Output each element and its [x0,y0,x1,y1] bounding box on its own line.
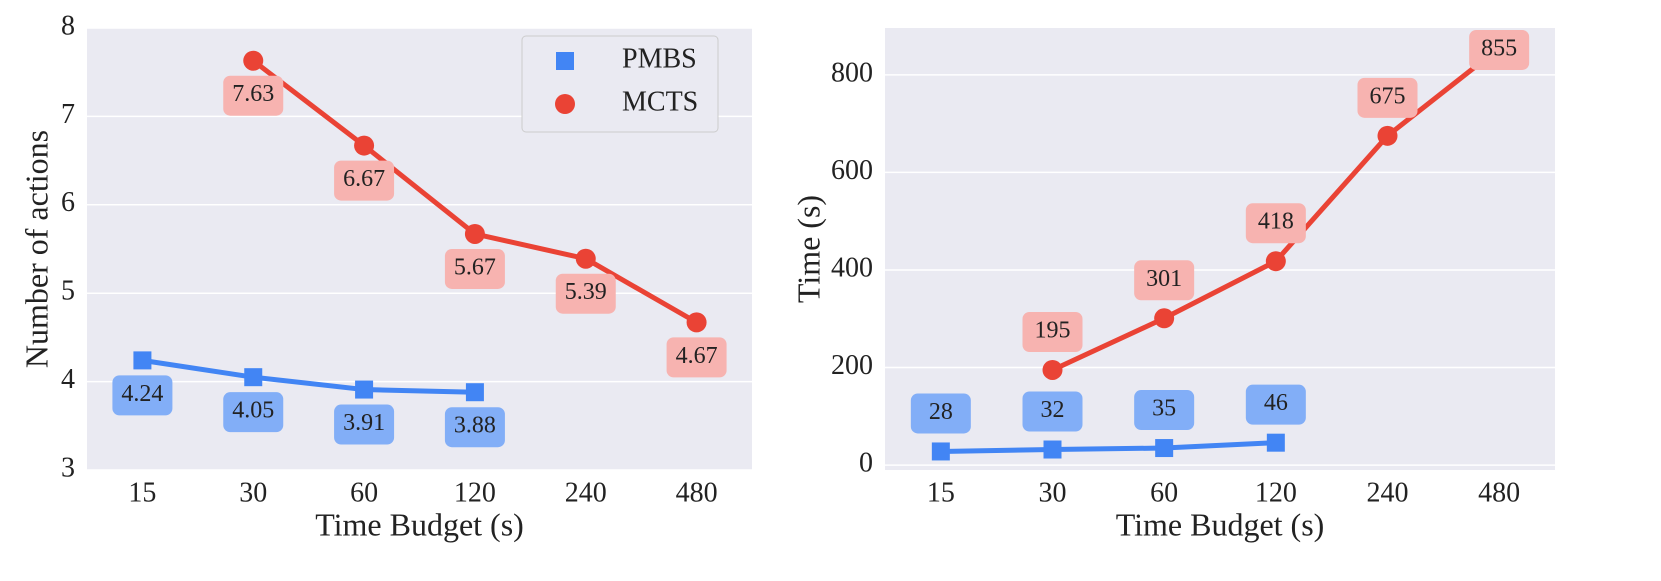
legend-marker [555,94,575,114]
x-tick-label: 30 [1039,477,1067,508]
y-axis-label: Number of actions [18,130,54,368]
value-label-box [444,407,505,448]
data-point [465,383,484,402]
y-tick-label: 400 [831,252,873,283]
value-label-box [1134,390,1195,431]
value-label: 28 [929,399,953,425]
legend-marker [556,52,574,70]
data-point [133,351,152,370]
value-label-box [112,375,173,416]
value-label: 4.67 [676,343,718,369]
y-tick-label: 4 [61,364,75,395]
value-label: 35 [1152,396,1176,422]
value-label-box [1134,260,1195,301]
x-tick-label: 30 [239,477,267,508]
value-label: 675 [1370,83,1406,109]
x-tick-label: 240 [1367,477,1409,508]
data-point [244,368,263,387]
value-label: 7.63 [232,81,274,107]
value-label-box [444,248,505,289]
data-point [464,223,485,244]
value-label-box [223,75,284,116]
legend-label: MCTS [622,86,698,117]
x-tick-label: 120 [1255,477,1297,508]
value-label: 3.91 [343,410,385,436]
value-label: 418 [1258,209,1294,235]
data-point [1266,433,1285,452]
value-label: 32 [1041,397,1065,423]
value-label-box [1245,203,1306,244]
y-tick-label: 7 [61,99,75,130]
y-tick-label: 200 [831,350,873,381]
value-label-box [334,404,395,445]
value-label-box [1469,30,1530,70]
y-tick-label: 8 [61,10,75,41]
data-point [1042,359,1063,380]
data-point [1043,440,1062,459]
series-line [940,440,1276,454]
value-label: 6.67 [343,166,385,192]
value-label: 4.05 [232,398,274,424]
data-point [1265,251,1286,272]
legend-label: PMBS [622,43,697,74]
value-label-box [555,273,616,314]
value-label-box [1022,391,1083,432]
y-tick-label: 3 [61,452,75,483]
value-label: 46 [1264,390,1288,416]
y-tick-label: 6 [61,187,75,218]
series-line [142,357,475,395]
y-axis-label: Time (s) [790,195,826,303]
value-label-box [223,392,284,433]
data-point [931,442,950,461]
data-point [243,50,264,71]
x-tick-label: 60 [1150,477,1178,508]
x-tick-label: 480 [1478,477,1520,508]
value-label: 195 [1035,317,1071,343]
x-tick-label: 120 [454,477,496,508]
value-label: 855 [1481,36,1517,62]
plot-area [885,28,1555,470]
value-label-box [1357,77,1418,118]
value-label-box [1022,311,1083,352]
value-label: 5.67 [454,254,496,280]
value-label: 3.88 [454,413,496,439]
x-tick-label: 60 [350,477,378,508]
x-tick-label: 15 [128,477,156,508]
data-point [1155,439,1174,458]
value-label-box [910,393,971,434]
x-tick-label: 15 [927,477,955,508]
x-tick-label: 240 [565,477,607,508]
value-label-box [666,337,727,378]
x-axis-label: Time Budget (s) [1116,506,1325,542]
data-point [355,380,374,399]
data-point [686,312,707,333]
value-label: 301 [1146,266,1182,292]
data-point [575,248,596,269]
data-point [1154,308,1175,329]
value-label-box [334,160,395,201]
y-tick-label: 0 [859,448,873,479]
y-tick-label: 600 [831,155,873,186]
x-axis-label: Time Budget (s) [315,506,524,542]
data-point [1377,125,1398,146]
y-tick-label: 5 [61,276,75,307]
value-label: 5.39 [565,279,607,305]
x-tick-label: 480 [676,477,718,508]
data-point [354,135,375,156]
y-tick-label: 800 [831,57,873,88]
value-label-box [1245,384,1306,425]
value-label: 4.24 [121,381,163,407]
